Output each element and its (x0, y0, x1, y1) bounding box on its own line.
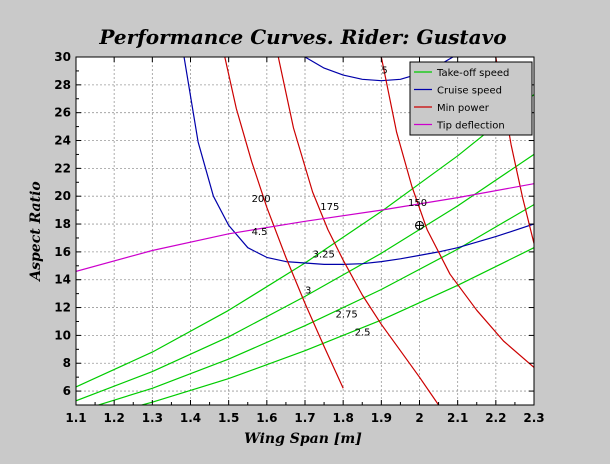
curves (76, 57, 534, 405)
x-tick-label: 1.6 (256, 411, 277, 425)
x-tick-label: 1.7 (294, 411, 315, 425)
chart-title: Performance Curves. Rider: Gustavo (98, 25, 506, 49)
y-tick-label: 10 (54, 328, 71, 342)
curve-take-off-speed (96, 204, 534, 405)
x-axis-label: Wing Span [m] (244, 431, 362, 447)
y-axis-label: Aspect Ratio (28, 181, 44, 282)
contour-labels: 200 175 150 5 4.5 3.25 3 2.75 2.5 (252, 66, 428, 339)
x-tick-label: 2.1 (447, 411, 468, 425)
x-tick-label: 1.8 (333, 411, 354, 425)
y-tick-label: 18 (54, 217, 71, 231)
y-tick-label: 20 (54, 189, 71, 203)
contour-label: 2.5 (355, 327, 371, 338)
curve-min-power (224, 57, 344, 389)
x-tick-label: 1.1 (65, 411, 86, 425)
y-tick-label: 6 (63, 384, 71, 398)
contour-label: 5 (381, 66, 387, 77)
x-tick-label: 1.9 (371, 411, 392, 425)
curve-cruise-speed (183, 57, 534, 265)
legend-box (409, 61, 533, 136)
y-tick-label: 26 (54, 106, 71, 120)
contour-label: 4.5 (252, 227, 268, 238)
contour-label: 175 (320, 202, 339, 213)
x-tick-label: 1.5 (218, 411, 239, 425)
legend: Take-off speed Cruise speed Min power Tip d… (409, 61, 533, 136)
x-tick-label: 2.3 (523, 411, 544, 425)
contour-label: 150 (408, 198, 427, 209)
y-tick-label: 24 (54, 134, 71, 148)
x-tick-label: 1.3 (142, 411, 163, 425)
x-tick-label: 1.2 (104, 411, 125, 425)
contour-label: 3.25 (313, 249, 335, 260)
y-tick-label: 14 (54, 273, 71, 287)
contour-label: 2.75 (336, 309, 358, 320)
legend-entry: Cruise speed (437, 86, 502, 97)
legend-entry: Take-off speed (436, 68, 509, 79)
y-tick-label: 8 (63, 356, 71, 370)
curve-min-power (380, 57, 534, 368)
x-tick-label: 2 (415, 411, 423, 425)
y-tick-label: 28 (54, 78, 71, 92)
legend-entry: Tip deflection (436, 121, 505, 132)
y-tick-label: 22 (54, 161, 71, 175)
y-tick-label: 30 (54, 50, 71, 64)
curve-take-off-speed (76, 153, 534, 402)
curve-min-power (277, 57, 440, 405)
y-tick-label: 16 (54, 245, 71, 259)
design-point-marker (415, 220, 424, 230)
y-tick-label: 12 (54, 301, 71, 315)
contour-label: 200 (252, 194, 271, 205)
curve-tip-deflection (76, 183, 534, 272)
contour-label: 3 (305, 286, 311, 297)
x-tick-label: 1.4 (180, 411, 201, 425)
legend-entry: Min power (437, 103, 490, 114)
x-tick-label: 2.2 (485, 411, 506, 425)
